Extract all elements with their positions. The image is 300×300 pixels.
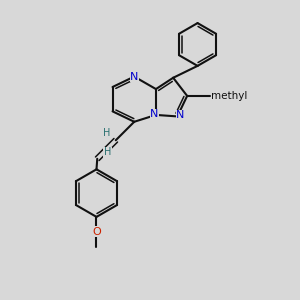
Text: N: N: [150, 109, 159, 119]
Text: methyl: methyl: [211, 91, 248, 101]
Text: O: O: [92, 227, 101, 237]
Text: N: N: [176, 110, 184, 120]
Text: H: H: [104, 147, 111, 157]
Text: H: H: [103, 128, 110, 138]
Text: N: N: [130, 72, 138, 82]
